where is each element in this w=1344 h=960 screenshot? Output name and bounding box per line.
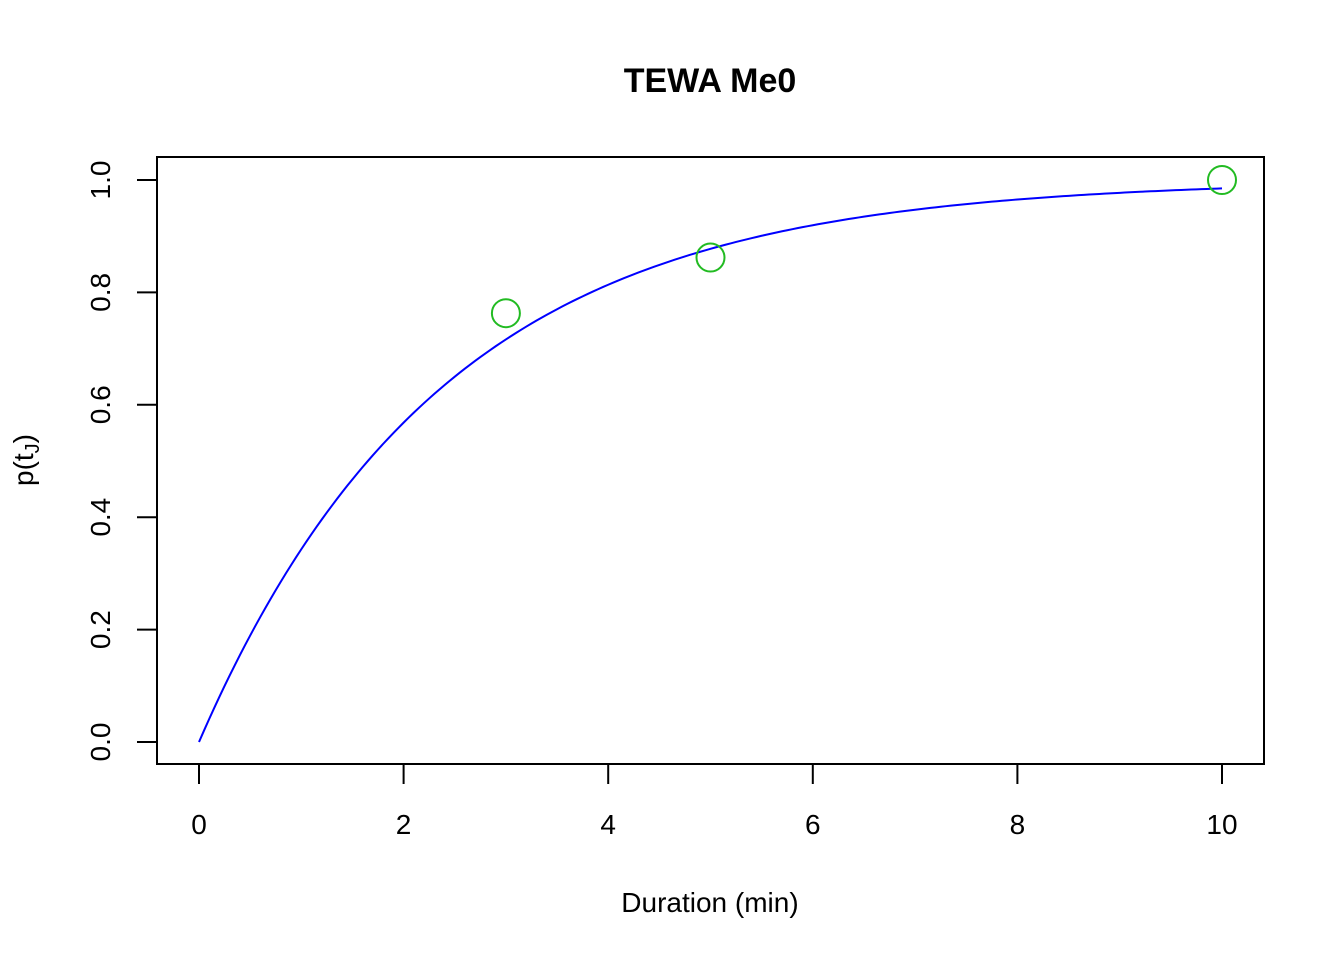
y-axis-label-subscript: J: [22, 443, 44, 453]
x-tick-label: 10: [1206, 809, 1237, 840]
x-axis-label: Duration (min): [621, 887, 798, 918]
y-tick-label: 0.8: [85, 273, 116, 312]
observed-points: [490, 165, 1237, 329]
data-point: [490, 298, 521, 329]
x-tick-label: 2: [396, 809, 412, 840]
x-tick-label: 8: [1010, 809, 1026, 840]
y-tick-label: 1.0: [85, 161, 116, 200]
y-axis-label-close: ): [8, 434, 39, 443]
x-tick-label: 6: [805, 809, 821, 840]
y-tick-label: 0.4: [85, 498, 116, 537]
fitted-curve: [198, 187, 1223, 743]
y-axis-label-main: p(t: [8, 453, 39, 486]
y-tick-label: 0.6: [85, 385, 116, 424]
x-tick-label: 4: [600, 809, 616, 840]
y-tick-label: 0.2: [85, 610, 116, 649]
y-tick-label: 0.0: [85, 723, 116, 762]
x-axis: 0 2 4 6 8 10: [191, 763, 1238, 840]
x-tick-label: 0: [191, 809, 207, 840]
data-point: [1207, 165, 1237, 195]
chart-title: TEWA Me0: [624, 62, 797, 100]
y-axis-label: p(tJ): [8, 434, 44, 486]
data-point: [695, 242, 726, 273]
y-axis: 0.0 0.2 0.4 0.6 0.8 1.0: [85, 161, 158, 762]
